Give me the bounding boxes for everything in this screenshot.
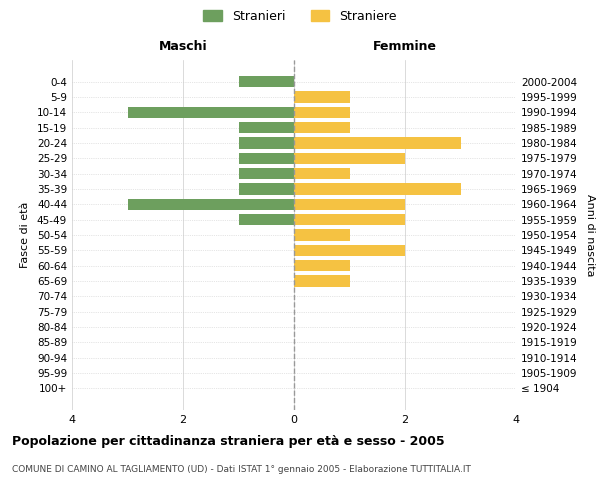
Text: COMUNE DI CAMINO AL TAGLIAMENTO (UD) - Dati ISTAT 1° gennaio 2005 - Elaborazione: COMUNE DI CAMINO AL TAGLIAMENTO (UD) - D… xyxy=(12,465,471,474)
Bar xyxy=(294,276,350,287)
Text: Femmine: Femmine xyxy=(373,40,437,52)
Bar xyxy=(294,214,405,226)
Bar xyxy=(294,152,405,164)
Y-axis label: Fasce di età: Fasce di età xyxy=(20,202,30,268)
Bar xyxy=(128,106,294,118)
Bar xyxy=(294,122,350,134)
Legend: Stranieri, Straniere: Stranieri, Straniere xyxy=(199,6,401,26)
Bar xyxy=(239,214,294,226)
Bar xyxy=(128,198,294,210)
Bar xyxy=(239,183,294,194)
Bar xyxy=(239,137,294,148)
Text: Popolazione per cittadinanza straniera per età e sesso - 2005: Popolazione per cittadinanza straniera p… xyxy=(12,435,445,448)
Bar xyxy=(294,106,350,118)
Bar xyxy=(294,91,350,102)
Bar xyxy=(294,229,350,241)
Bar xyxy=(294,137,461,148)
Bar xyxy=(294,168,350,179)
Bar xyxy=(239,168,294,179)
Bar xyxy=(239,76,294,88)
Bar xyxy=(239,122,294,134)
Y-axis label: Anni di nascita: Anni di nascita xyxy=(584,194,595,276)
Bar xyxy=(239,152,294,164)
Bar xyxy=(294,260,350,272)
Bar xyxy=(294,198,405,210)
Text: Maschi: Maschi xyxy=(158,40,208,52)
Bar xyxy=(294,244,405,256)
Bar xyxy=(294,183,461,194)
